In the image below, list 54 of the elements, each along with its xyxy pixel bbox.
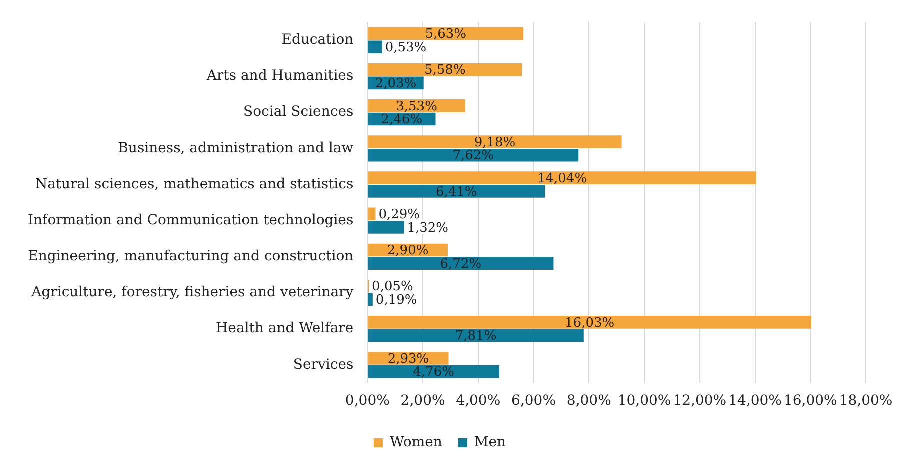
legend-label: Women xyxy=(390,434,442,451)
y-tick-label: Services xyxy=(293,356,354,373)
data-label: 6,72% xyxy=(440,256,482,272)
y-tick-label: Information and Communication technologies xyxy=(28,212,354,228)
bar xyxy=(368,257,554,270)
x-tick-label: 2,00% xyxy=(400,393,446,410)
legend-label: Men xyxy=(474,434,506,451)
data-label: 2,03% xyxy=(375,76,417,92)
data-label: 1,32% xyxy=(407,220,449,236)
bar xyxy=(368,293,373,306)
y-tick-label: Agriculture, forestry, fisheries and veterinary xyxy=(30,284,354,301)
bar xyxy=(368,221,404,234)
data-label: 5,58% xyxy=(424,63,466,78)
x-tick-label: 14,00% xyxy=(728,393,782,410)
y-tick-label: Arts and Humanities xyxy=(206,68,354,84)
data-label: 7,62% xyxy=(452,148,494,164)
x-tick-label: 4,00% xyxy=(456,393,501,410)
y-tick-label: Engineering, manufacturing and construction xyxy=(28,248,354,265)
data-label: 3,53% xyxy=(396,99,438,114)
bar xyxy=(368,172,756,184)
data-label: 0,53% xyxy=(385,40,427,56)
x-tick-label: 10,00% xyxy=(618,393,672,410)
data-label: 2,46% xyxy=(381,112,423,128)
data-label: 0,29% xyxy=(378,208,420,223)
x-tick-label: 8,00% xyxy=(566,393,612,410)
data-label: 9,18% xyxy=(474,135,516,150)
bar xyxy=(368,329,584,342)
x-tick-label: 18,00% xyxy=(839,393,893,410)
data-label: 14,04% xyxy=(537,171,588,186)
bar xyxy=(368,63,522,76)
bar xyxy=(368,40,382,54)
data-label: 5,63% xyxy=(425,27,467,42)
data-label: 6,41% xyxy=(436,184,478,200)
bar xyxy=(368,316,812,329)
data-label: 0,19% xyxy=(376,293,418,308)
y-tick-label: Natural sciences, mathematics and statistics xyxy=(35,176,354,192)
y-tick-label: Education xyxy=(282,32,354,48)
x-tick-label: 12,00% xyxy=(673,393,727,410)
data-label: 2,90% xyxy=(387,244,429,259)
data-label: 16,03% xyxy=(565,316,615,331)
x-tick-label: 0,00% xyxy=(345,393,390,410)
y-tick-label: Health and Welfare xyxy=(216,320,354,337)
x-tick-label: 16,00% xyxy=(784,393,838,410)
data-label: 0,05% xyxy=(372,280,414,295)
bar xyxy=(368,185,546,198)
x-tick-label: 6,00% xyxy=(512,393,556,410)
bar xyxy=(368,148,579,162)
y-tick-label: Business, administration and law xyxy=(118,140,354,156)
bar xyxy=(368,208,376,221)
data-label: 2,93% xyxy=(388,352,430,367)
data-label: 4,76% xyxy=(413,365,454,380)
y-tick-label: Social Sciences xyxy=(244,104,354,120)
data-label: 7,81% xyxy=(455,329,497,344)
bar xyxy=(368,136,622,148)
